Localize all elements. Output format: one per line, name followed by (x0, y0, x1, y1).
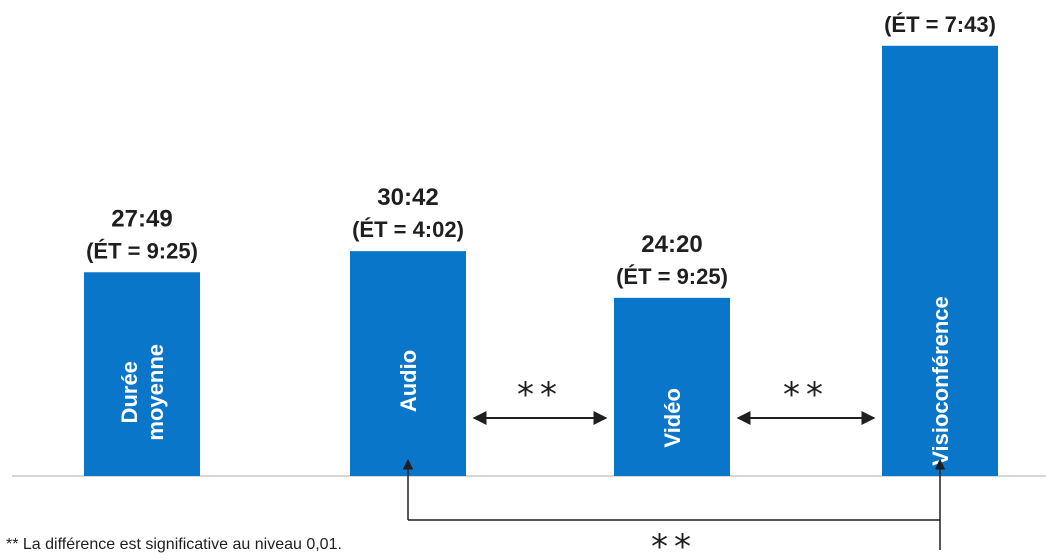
bar-value-label-3: 58:45 (909, 0, 970, 6)
bar-category-label-2-0: Vidéo (660, 388, 685, 448)
bar-category-3: Visioconférence (928, 296, 953, 466)
bar-sd-label-0: (ÉT = 9:25) (86, 238, 198, 263)
significance-mark-0: ** (517, 375, 563, 415)
bar-value-label-0: 27:49 (111, 205, 172, 232)
bar-category-label-0-0: Durée (117, 361, 142, 423)
bar-category-1: Audio (396, 350, 421, 412)
bar-category-label-1-0: Audio (396, 350, 421, 412)
bar-3 (882, 45, 998, 477)
bar-0 (84, 272, 200, 476)
bar-category-2: Vidéo (660, 388, 685, 448)
bar-sd-label-1: (ÉT = 4:02) (352, 217, 464, 242)
bar-category-0: Durée moyenne (117, 344, 168, 441)
bar-sd-label-3: (ÉT = 7:43) (884, 12, 996, 37)
bar-category-label-0-1: moyenne (143, 344, 168, 441)
bar-value-label-2: 24:20 (641, 231, 702, 258)
bar-value-label-1: 30:42 (377, 184, 438, 211)
significance-mark-2: ** (651, 527, 697, 560)
bar-sd-label-2: (ÉT = 9:25) (616, 264, 728, 289)
significance-mark-1: ** (783, 375, 829, 415)
bar-category-label-3-0: Visioconférence (928, 296, 953, 466)
bar-2 (614, 297, 730, 476)
footnote: ** La différence est significative au ni… (6, 536, 342, 553)
bar-1 (350, 251, 466, 476)
